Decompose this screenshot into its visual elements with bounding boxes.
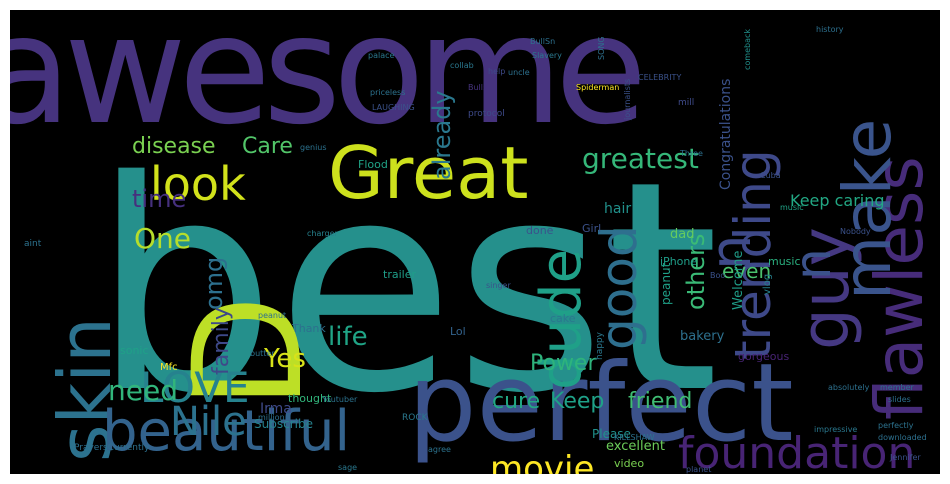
word-lol: Lol bbox=[450, 325, 466, 338]
word-need: need bbox=[108, 374, 178, 407]
word-power: Power bbox=[530, 351, 597, 376]
word-history: history bbox=[816, 25, 844, 34]
word-music: music bbox=[780, 203, 804, 212]
word-butter: butter bbox=[250, 349, 275, 358]
word-one: One bbox=[134, 222, 191, 255]
word-jennifer: Jennifer bbox=[889, 453, 921, 462]
word-prayerscurrently: PrayersCurrently bbox=[74, 443, 150, 453]
word-genius: genius bbox=[300, 143, 327, 152]
word-others: others bbox=[682, 234, 710, 310]
word-vlog: vlog bbox=[762, 274, 773, 295]
word-song: SONG bbox=[597, 36, 606, 60]
word-perfectly: perfectly bbox=[878, 421, 914, 430]
word-family: family bbox=[209, 307, 234, 375]
word-peanut: peanut bbox=[659, 262, 673, 305]
word-agree: agree bbox=[428, 445, 451, 454]
word-rock: ROCK bbox=[402, 413, 429, 423]
word-trailer: trailer bbox=[383, 268, 416, 281]
word-bulls: Bulls bbox=[468, 83, 487, 92]
word-planet: planet bbox=[686, 465, 711, 474]
word-laughing: LAUGHING bbox=[372, 103, 415, 112]
word-flood: Flood bbox=[358, 158, 388, 171]
word-sonic: sonic bbox=[120, 344, 149, 357]
word-spiderman: Spiderman bbox=[576, 83, 619, 92]
word-singer: singer bbox=[486, 281, 511, 290]
word-comeback: comeback bbox=[743, 29, 752, 70]
word-already: already bbox=[428, 90, 456, 180]
word-dad: dad bbox=[670, 227, 694, 242]
word-boo: Boo bbox=[710, 271, 725, 280]
word-journalists: journalists bbox=[623, 79, 632, 121]
word-movie: movie bbox=[490, 449, 594, 474]
word-time: time bbox=[132, 185, 186, 213]
word-gorgeous: gorgeous bbox=[738, 350, 789, 363]
word-impressive: impressive bbox=[814, 425, 857, 434]
word-bullsn: BullSn bbox=[530, 37, 555, 46]
word-member: member bbox=[880, 383, 915, 392]
word-cure: cure bbox=[492, 389, 540, 414]
word-cuba: Cuba bbox=[760, 171, 781, 180]
word-downloaded: downloaded bbox=[878, 433, 927, 442]
word-charger: charger bbox=[307, 229, 339, 238]
word-absolutely: absolutely bbox=[828, 383, 870, 392]
word-greatest: greatest bbox=[582, 142, 699, 175]
word-friend: friend bbox=[628, 389, 692, 414]
word-welcome: Welcome bbox=[731, 251, 746, 310]
word-done: done bbox=[526, 224, 554, 237]
word-life: life bbox=[328, 322, 368, 352]
word-good: good bbox=[590, 225, 648, 350]
word-slides: slides bbox=[888, 395, 911, 404]
word-happy: happy bbox=[595, 331, 605, 360]
word-video: video bbox=[614, 457, 644, 470]
word-protocol: protocol bbox=[468, 109, 505, 119]
word-collab: collab bbox=[450, 61, 474, 70]
word-help: help bbox=[488, 67, 505, 76]
word-mill: mill bbox=[678, 98, 694, 108]
word-palace: palace bbox=[368, 51, 395, 60]
word-three: Three bbox=[679, 149, 703, 158]
word-priceless: priceless bbox=[370, 88, 405, 97]
word-mfc: Mfc bbox=[160, 362, 178, 373]
word-keep: Keep bbox=[550, 389, 604, 414]
word-cake: cake bbox=[550, 312, 576, 325]
word-nobody: Nobody bbox=[840, 227, 871, 236]
word-disease: disease bbox=[132, 134, 216, 159]
word-slavery: Slavery bbox=[532, 51, 562, 60]
word-celebrity: CELEBRITY bbox=[638, 73, 681, 82]
word-music: music bbox=[768, 255, 801, 268]
word-nile: Nile bbox=[170, 399, 247, 445]
word-sage: sage bbox=[338, 463, 357, 472]
word-million: million bbox=[258, 413, 285, 422]
word-congratulations: Congratulations bbox=[718, 79, 734, 190]
word-keep-caring: Keep caring bbox=[790, 191, 885, 210]
word-aint: aint bbox=[24, 239, 42, 249]
word-killshaw: KILLSHAW bbox=[614, 433, 655, 442]
word-peanut: peanut bbox=[258, 311, 286, 320]
word-bakery: bakery bbox=[680, 329, 725, 344]
word-hair: hair bbox=[604, 201, 631, 217]
word-youtuber: Youtuber bbox=[321, 395, 358, 404]
word-girl: Girl bbox=[582, 222, 601, 235]
word-uncle: uncle bbox=[508, 68, 530, 77]
word-thank: Thank bbox=[291, 322, 326, 335]
word-omg: omg bbox=[200, 257, 228, 310]
word-care: Care bbox=[242, 134, 293, 159]
